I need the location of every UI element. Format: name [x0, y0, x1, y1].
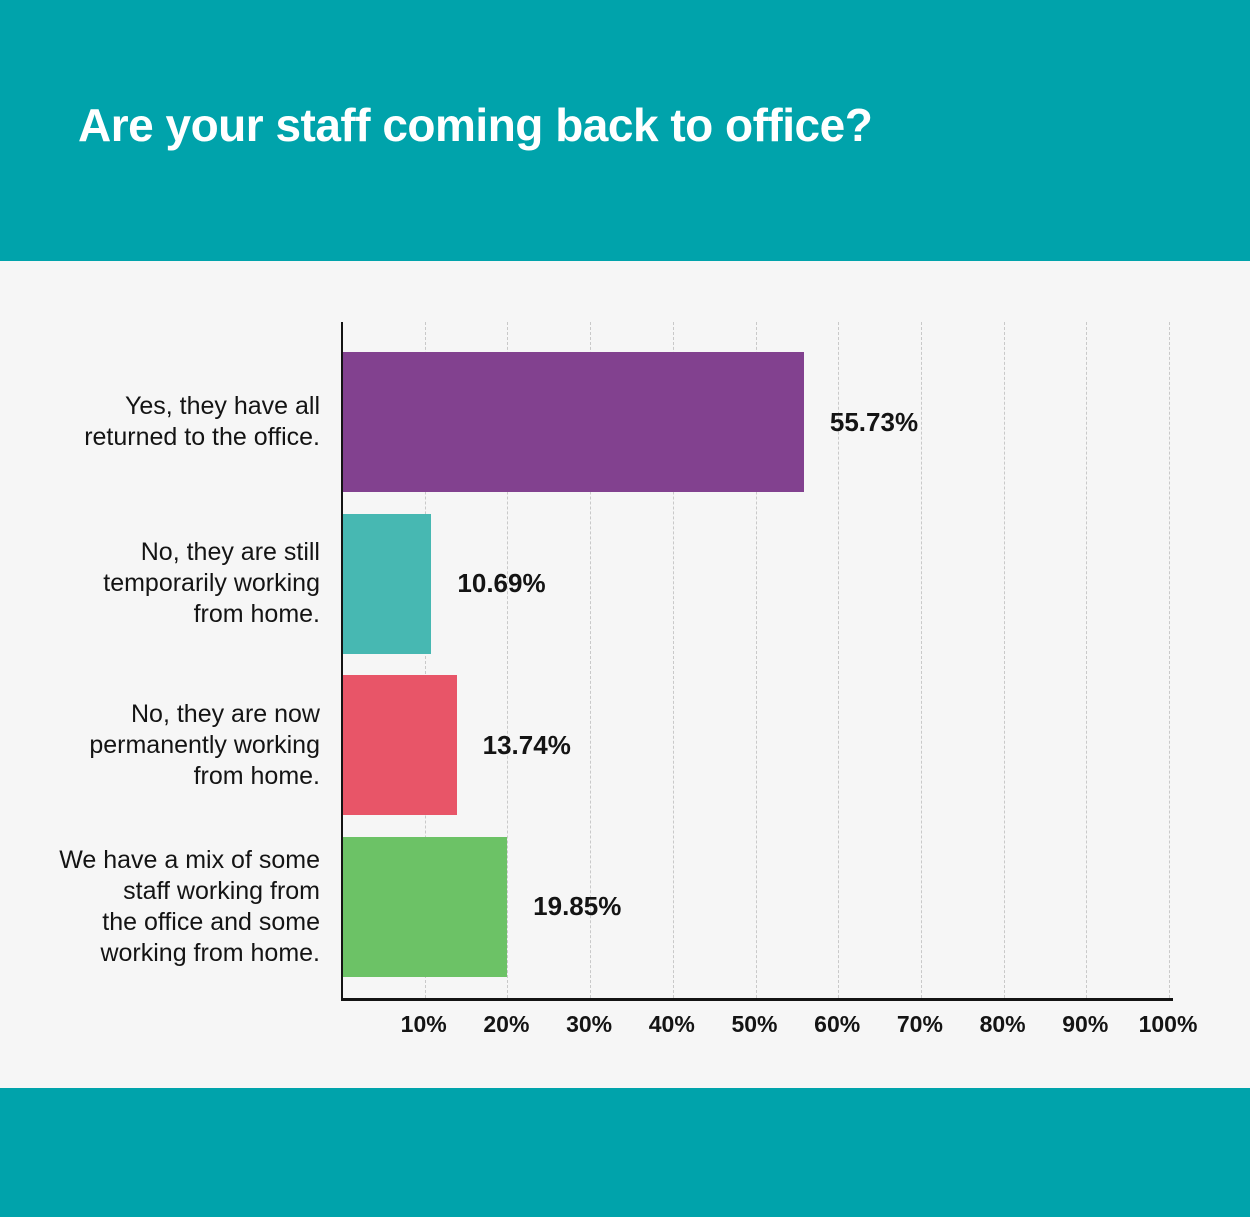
x-tick-label: 70%: [896, 1011, 943, 1037]
bar: [343, 513, 432, 654]
bar-value-label: 10.69%: [457, 568, 546, 598]
x-tick-label: 80%: [979, 1011, 1026, 1037]
x-tick-label: 50%: [731, 1011, 778, 1037]
category-label: We have a mix of some staff working from t…: [59, 845, 320, 967]
gridline: [755, 322, 757, 998]
gridline: [672, 322, 674, 998]
gridline: [838, 322, 840, 998]
gridline: [1169, 322, 1170, 998]
bar-value-label: 55.73%: [829, 406, 919, 437]
gridline: [590, 322, 592, 998]
gridline: [1003, 322, 1005, 998]
x-tick-label: 10%: [400, 1011, 447, 1037]
x-tick-label: 30%: [566, 1011, 613, 1037]
bar: [343, 352, 804, 492]
x-tick-label: 40%: [648, 1011, 695, 1037]
gridline: [507, 322, 509, 998]
gridline: [1086, 322, 1088, 998]
bar: [343, 675, 457, 815]
x-tick-label: 60%: [814, 1011, 861, 1037]
header-band: Are your staff coming back to office?: [0, 0, 1250, 261]
gridline: [424, 322, 426, 998]
category-label: No, they are now permanently working from …: [89, 699, 320, 790]
x-tick-label: 100%: [1138, 1011, 1198, 1037]
bar-value-label: 19.85%: [533, 891, 622, 921]
plot-area: 55.73% 10.69% 13.74% 19.85%: [341, 322, 1173, 1001]
x-tick-label: 90%: [1062, 1011, 1109, 1037]
bar: [343, 836, 508, 977]
page-title: Are your staff coming back to office?: [78, 99, 873, 151]
gridline: [920, 322, 922, 998]
category-label: No, they are still temporarily working fro…: [103, 538, 320, 628]
bar-value-label: 13.74%: [482, 729, 571, 760]
category-label: Yes, they have all returned to the office…: [84, 392, 320, 451]
x-tick-label: 20%: [483, 1011, 530, 1037]
footer-band: Source: PostcardMania.com: [0, 1088, 1250, 1217]
